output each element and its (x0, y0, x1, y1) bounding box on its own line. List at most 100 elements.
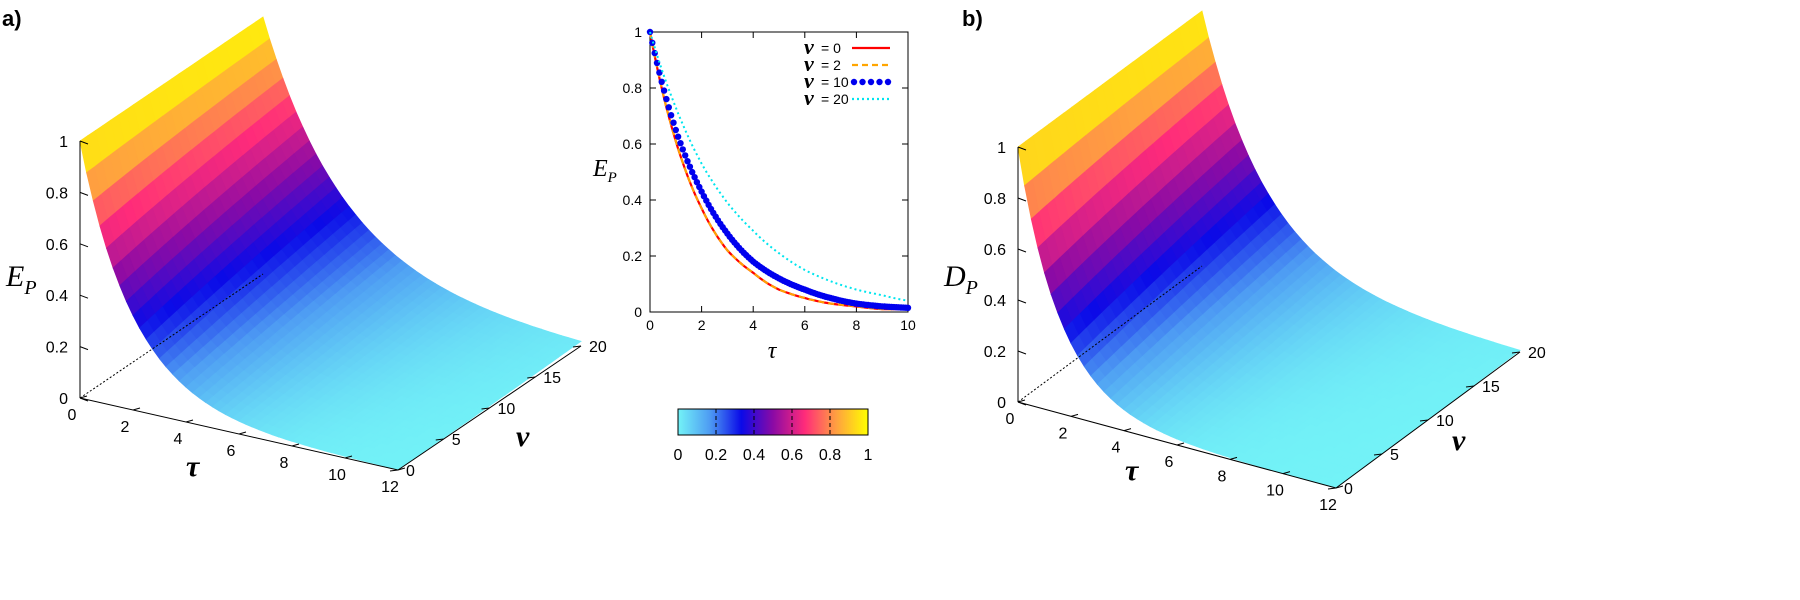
data-point (686, 163, 694, 170)
y-axis-title-b: ν (1452, 424, 1466, 457)
data-point (693, 179, 701, 186)
x-tick-mark (1123, 428, 1132, 432)
legend-marker (867, 78, 875, 86)
x-tick-label: 8 (280, 455, 289, 472)
z-tick-label: 0.4 (984, 293, 1006, 310)
x-tick-mark (79, 395, 88, 399)
colorbar-tick-label: 0.2 (705, 447, 727, 464)
y-tick-label: 0.8 (623, 80, 643, 96)
legend-marker (876, 78, 883, 86)
x-tick-mark (1176, 442, 1185, 446)
data-point (904, 304, 912, 311)
z-tick-label: 0.6 (46, 237, 68, 254)
legend-label: = 0 (821, 40, 841, 56)
y-tick-label: 15 (543, 370, 561, 387)
x-tick-label: 12 (1319, 497, 1337, 514)
z-tick-mark (79, 140, 89, 145)
x-tick-label: 4 (1112, 440, 1121, 457)
y-tick-mark (1511, 351, 1521, 354)
y-tick-label: 5 (452, 432, 461, 449)
y-tick-label: 1 (634, 24, 642, 40)
y-tick-label: 0.4 (623, 192, 643, 208)
x-axis-title-b: τ (1125, 454, 1140, 487)
legend-entry: ν = 10 (804, 68, 892, 93)
z-tick-label: 0 (59, 391, 68, 408)
legend-marker (884, 78, 892, 86)
panel-label-a: a) (2, 6, 22, 31)
data-point (691, 174, 698, 181)
y-axis-title-line-sub: P (607, 170, 617, 186)
surface-a (79, 16, 582, 470)
x-tick-label: 10 (328, 467, 346, 484)
z-tick-label: 0.4 (46, 288, 68, 305)
y-axis-title-line-main: E (592, 156, 608, 182)
x-tick-label: 10 (900, 317, 916, 333)
colorbar-ticks: 0 0.2 0.4 0.6 0.8 1 (674, 409, 873, 464)
z-tick-label: 0.2 (46, 340, 68, 357)
x-axis-title-a: τ (186, 450, 201, 483)
y-tick-label: 10 (498, 401, 516, 418)
y-tick-mark (1465, 385, 1475, 388)
x-tick-mark (238, 431, 247, 435)
y-tick-label: 0.2 (623, 248, 643, 264)
colorbar-tick-label: 0 (674, 447, 683, 464)
series-v0 (648, 31, 908, 311)
series-v20 (649, 31, 909, 302)
z-tick-mark (1017, 197, 1027, 202)
data-point (658, 78, 665, 86)
colorbar-tick-label: 0.4 (743, 447, 765, 464)
x-tick-label: 12 (381, 479, 399, 496)
x-tick-label: 10 (1266, 483, 1284, 500)
x-tick-label: 2 (1059, 425, 1068, 442)
data-point (682, 152, 689, 159)
y-tick-label: 20 (589, 339, 607, 356)
data-point (689, 168, 696, 176)
colorbar-tick-label: 1 (864, 447, 873, 464)
z-tick-label: 1 (59, 134, 68, 151)
x-tick-mark (1282, 471, 1291, 475)
data-point (672, 126, 679, 134)
y-tick-label: 10 (1436, 413, 1454, 430)
legend-symbol: ν (804, 34, 814, 59)
x-tick-label: 0 (646, 317, 654, 333)
data-point (651, 49, 658, 57)
legend-label: = 2 (821, 57, 841, 73)
z-tick-mark (79, 243, 89, 248)
x-tick-label: 4 (749, 317, 757, 333)
z-tick-mark (1017, 248, 1027, 253)
panel-label-b: b) (962, 6, 983, 31)
y-tick-label: 5 (1390, 447, 1399, 464)
legend: ν = 0 ν = 2 ν = 10 ν = 20 (804, 34, 892, 110)
z-axis-title-b-sub: P (965, 277, 978, 299)
back-axis-line (79, 273, 264, 399)
colorbar-tick-label: 0.6 (781, 447, 803, 464)
x-tick-label: 6 (227, 443, 236, 460)
z-tick-mark (1017, 299, 1027, 304)
z-tick-mark (79, 346, 89, 351)
x-tick-label: 6 (1165, 454, 1174, 471)
x-tick-label: 4 (174, 431, 183, 448)
data-point (684, 158, 691, 165)
z-axis-title-a-sub: P (23, 277, 36, 299)
x-axis-title-line: τ (768, 338, 778, 364)
legend-symbol: ν (804, 85, 814, 110)
y-tick-label: 0 (634, 304, 642, 320)
x-tick-label: 2 (121, 419, 130, 436)
y-tick-mark (572, 345, 582, 348)
x-tick-mark (1335, 485, 1344, 489)
z-tick-mark (1017, 401, 1027, 406)
legend-symbol: ν (804, 51, 814, 76)
y-tick-label: 0 (406, 463, 415, 480)
series-v2 (649, 31, 908, 311)
y-tick-mark (1373, 453, 1383, 456)
x-tick-label: 2 (698, 317, 706, 333)
line-chart: 0 2 4 6 8 10 0 0.2 0.4 0.6 0.8 1 ν = 0 ν = 2 ν = 10 ν = 20… (592, 24, 916, 364)
series-line (649, 31, 909, 302)
data-point (663, 95, 670, 103)
data-point (656, 69, 663, 76)
z-axis-title-a: EP (5, 260, 37, 299)
legend-entry: ν = 2 (804, 51, 890, 76)
